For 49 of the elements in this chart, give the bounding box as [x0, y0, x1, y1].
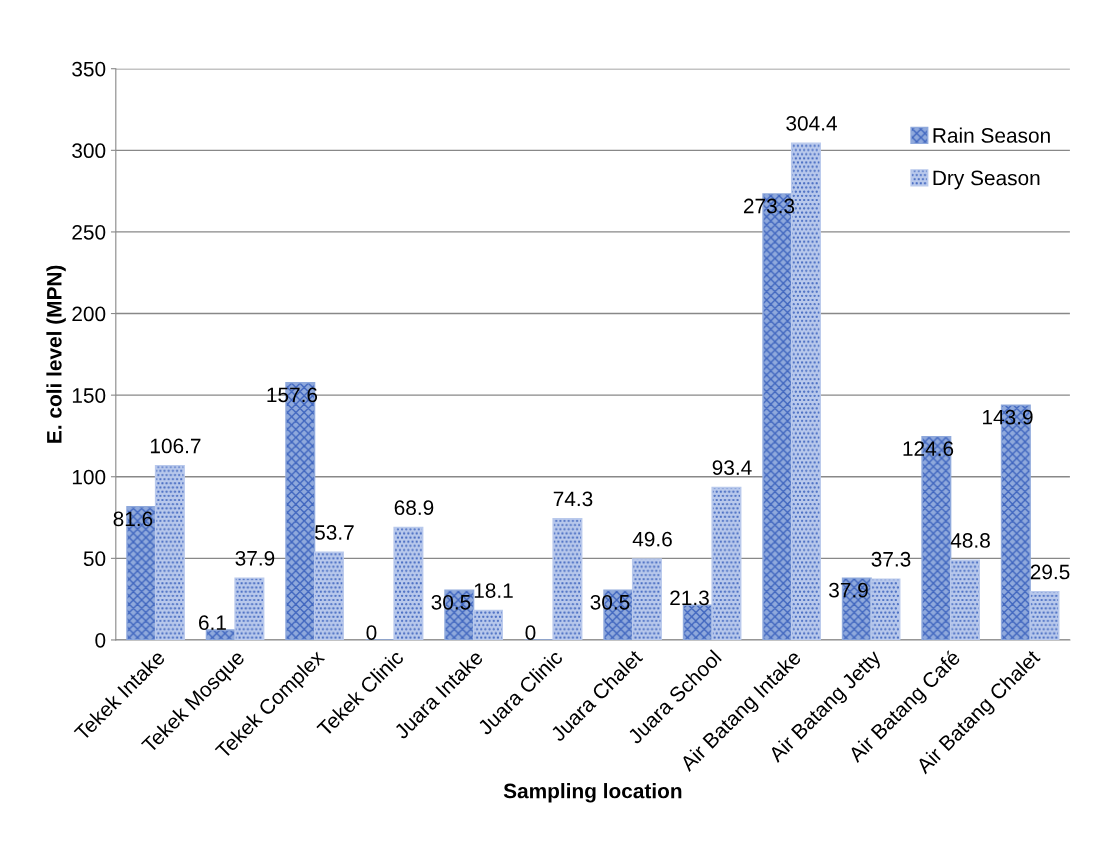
bar	[234, 577, 265, 640]
data-label: 157.6	[267, 387, 318, 403]
data-label: 21.3	[670, 590, 709, 606]
y-axis-title: E. coli level (MPN)	[46, 265, 66, 443]
bar	[949, 559, 980, 640]
data-label: 37.9	[829, 582, 868, 598]
y-tick-label: 50	[83, 551, 106, 567]
bar	[682, 604, 713, 640]
data-label: 37.9	[235, 550, 275, 566]
y-tick-label: 0	[95, 632, 106, 648]
bar	[870, 578, 901, 640]
data-label: 37.3	[871, 551, 911, 567]
bar	[711, 486, 742, 640]
bar	[154, 465, 185, 640]
data-label: 18.1	[474, 583, 513, 598]
bar	[472, 609, 503, 640]
data-label: 30.5	[590, 594, 630, 610]
y-tick-label: 200	[72, 306, 106, 322]
bar	[313, 551, 344, 640]
y-tick-label: 100	[72, 469, 106, 485]
bar	[205, 629, 236, 640]
data-label: 273.3	[743, 198, 795, 214]
legend-label: Dry Season	[933, 170, 1040, 190]
data-label: 81.6	[113, 511, 153, 527]
y-tick-label: 350	[72, 61, 106, 77]
data-label: 74.3	[553, 491, 593, 507]
data-label: 53.7	[315, 525, 354, 540]
data-label: 30.5	[431, 594, 471, 610]
data-label: 93.4	[712, 460, 752, 476]
data-label: 68.9	[394, 500, 434, 516]
bar	[393, 526, 424, 640]
data-label: 29.5	[1030, 564, 1070, 580]
y-tick-label: 150	[72, 388, 106, 403]
bar	[552, 517, 583, 640]
bar	[1029, 591, 1060, 640]
bar	[631, 558, 662, 640]
y-tick-label: 250	[72, 224, 106, 240]
data-label: 49.6	[632, 531, 672, 547]
data-label: 304.4	[786, 115, 837, 131]
data-label: 106.7	[150, 438, 201, 454]
data-label: 48.8	[950, 533, 990, 548]
legend-label: Rain Season	[933, 127, 1050, 143]
data-label: 6.1	[199, 615, 226, 631]
data-label: 143.9	[983, 409, 1033, 425]
data-label: 0	[366, 625, 377, 640]
x-axis-title: Sampling location	[503, 783, 682, 803]
data-label: 124.6	[903, 441, 954, 457]
y-tick-label: 300	[72, 143, 106, 159]
data-label: 0	[525, 625, 536, 640]
